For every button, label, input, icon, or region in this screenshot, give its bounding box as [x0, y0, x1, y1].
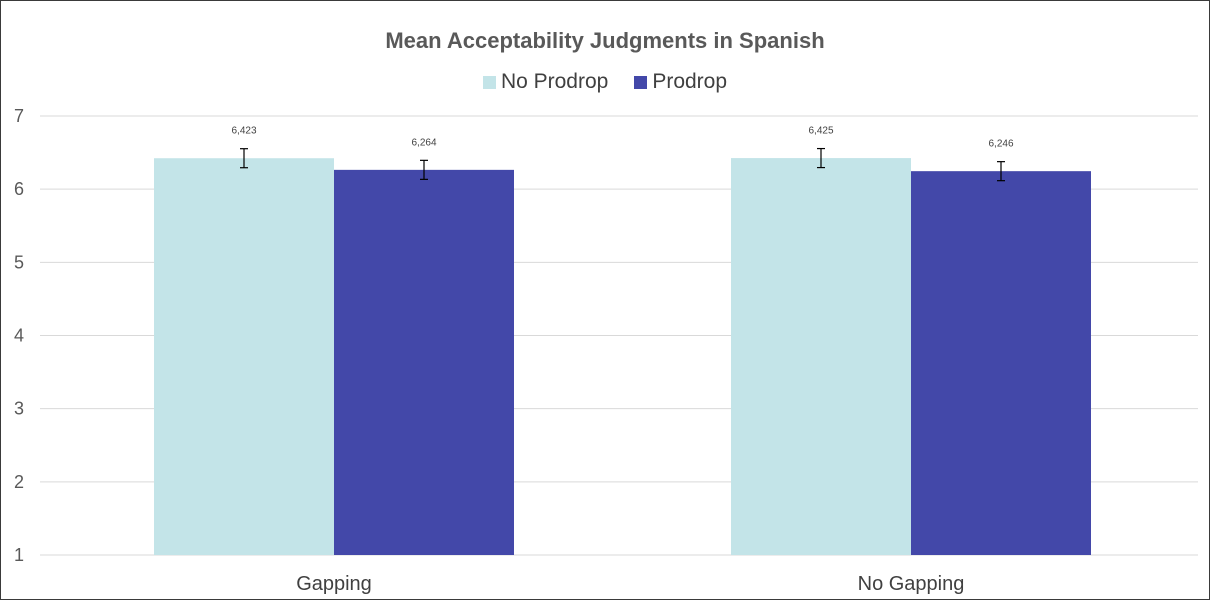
y-tick-label: 5: [14, 252, 24, 272]
data-label: 6,423: [231, 126, 256, 137]
bar: [911, 171, 1091, 555]
legend: No Prodrop Prodrop: [0, 70, 1210, 94]
legend-item-no-prodrop: No Prodrop: [482, 70, 609, 94]
y-tick-label: 2: [14, 472, 24, 492]
y-tick-label: 7: [14, 106, 24, 126]
legend-swatch-prodrop: [634, 75, 648, 89]
legend-swatch-no-prodrop: [482, 75, 496, 89]
data-label: 6,425: [808, 126, 833, 137]
data-label: 6,264: [411, 137, 436, 148]
y-tick-label: 3: [14, 399, 24, 419]
y-tick-label: 6: [14, 179, 24, 199]
data-label: 6,246: [988, 139, 1013, 150]
x-category-label: Gapping: [296, 573, 372, 595]
bar: [334, 169, 514, 556]
y-tick-label: 1: [14, 545, 24, 565]
chart-title: Mean Acceptability Judgments in Spanish: [385, 28, 825, 53]
legend-label-no-prodrop: No Prodrop: [500, 70, 609, 93]
bar: [731, 158, 911, 555]
legend-item-prodrop: Prodrop: [634, 70, 727, 94]
bar: [154, 158, 334, 555]
x-category-label: No Gapping: [858, 573, 965, 595]
legend-label-prodrop: Prodrop: [652, 70, 728, 93]
y-tick-label: 4: [14, 326, 24, 346]
